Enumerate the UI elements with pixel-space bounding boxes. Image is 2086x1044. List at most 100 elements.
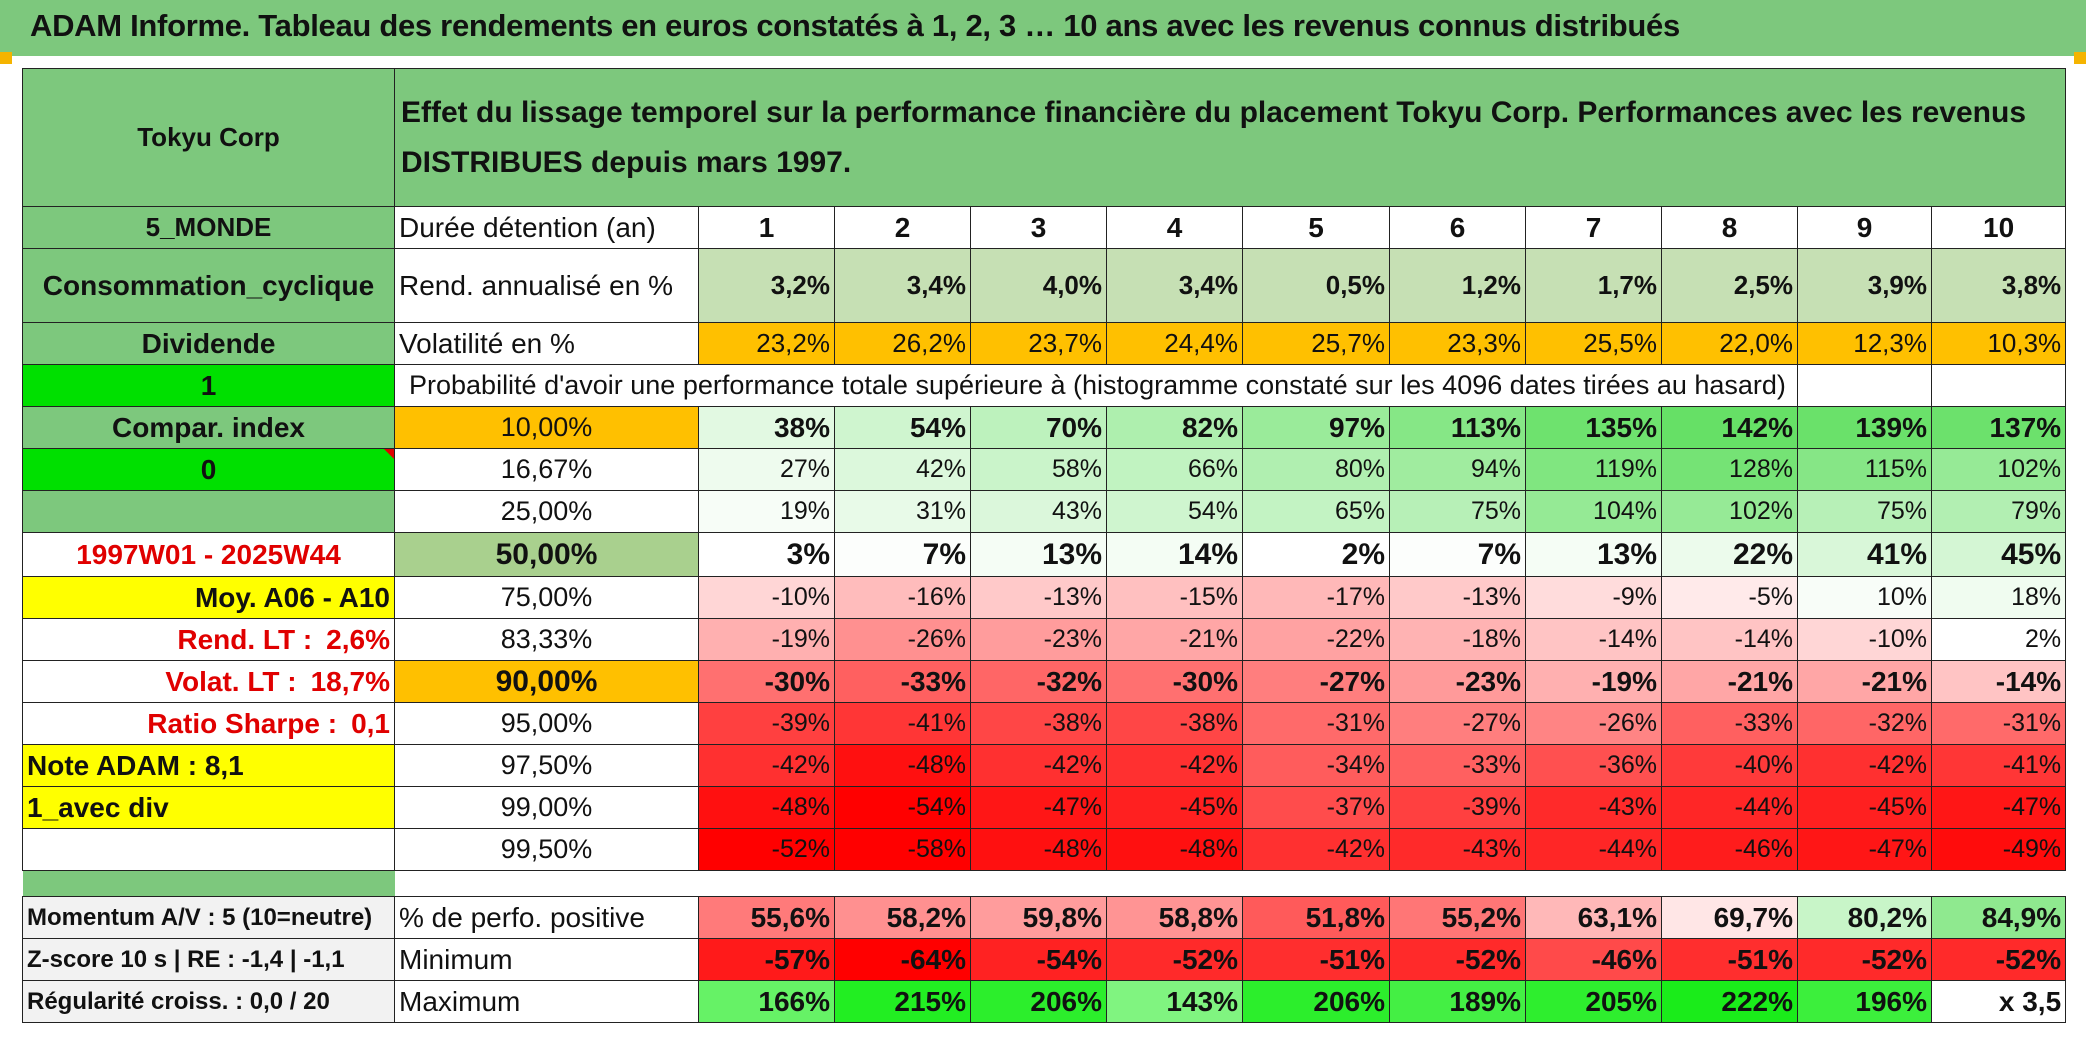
- quantile-value-cell: 137%: [1930, 406, 2067, 449]
- quantile-value-cell: 14%: [1106, 532, 1243, 577]
- quantile-value-cell: 2%: [1930, 618, 2067, 661]
- volat-cell: 12,3%: [1797, 322, 1932, 365]
- quantile-value-cell: 2%: [1242, 532, 1390, 577]
- volat-cell: 24,4%: [1106, 322, 1243, 365]
- volat-cell: 25,7%: [1242, 322, 1390, 365]
- maximum-cell: 166%: [698, 980, 835, 1023]
- quantile-value-cell: 113%: [1389, 406, 1526, 449]
- maximum-cell: 143%: [1106, 980, 1243, 1023]
- quantile-row: 25,00% 19% 31% 43% 54% 65% 75% 104% 102% 75% 79%: [22, 490, 2067, 533]
- quantile-value-cell: -14%: [1661, 618, 1798, 661]
- quantile-value-cell: 80%: [1242, 448, 1390, 491]
- minimum-cell: -52%: [1106, 938, 1243, 981]
- quantile-value-cell: 19%: [698, 490, 835, 533]
- rend-lt-cell-value: 2,6%: [326, 623, 390, 655]
- quantile-value-cell: 58%: [970, 448, 1107, 491]
- quantile-row: 1_avec div 99,00% -48% -54% -47% -45% -37% -39%…: [22, 786, 2067, 829]
- sharpe-cell-label: Ratio Sharpe :: [147, 707, 338, 739]
- quantile-value-cell: -44%: [1525, 828, 1662, 871]
- volat-cell: 26,2%: [834, 322, 971, 365]
- volat-cell: 22,0%: [1661, 322, 1798, 365]
- quantile-value-cell: -37%: [1242, 786, 1390, 829]
- quantile-row: Note ADAM : 8,1 97,50% -42% -48% -42% -42% -34…: [22, 744, 2067, 787]
- maximum-cell: 189%: [1389, 980, 1526, 1023]
- description-cell: Effet du lissage temporel sur la perform…: [393, 68, 2067, 207]
- quantile-value-cell: -27%: [1242, 660, 1390, 703]
- quantile-value-cell: -42%: [698, 744, 835, 787]
- quantile-value-cell: 128%: [1661, 448, 1798, 491]
- avec-div-cell: 1_avec div: [22, 786, 395, 829]
- quantile-value-cell: -48%: [970, 828, 1107, 871]
- quantile-value-cell: -10%: [698, 576, 835, 619]
- quantile-value-cell: -26%: [1525, 702, 1662, 745]
- quantile-value-cell: 22%: [1661, 532, 1798, 577]
- quantile-value-cell: -23%: [1389, 660, 1526, 703]
- empty-cell: [1797, 364, 1932, 407]
- year-cell: 8: [1661, 206, 1798, 249]
- quantile-value-cell: 13%: [1525, 532, 1662, 577]
- quantile-value-cell: -14%: [1525, 618, 1662, 661]
- quantile-value-cell: -49%: [1930, 828, 2067, 871]
- report-title-bar: ADAM Informe. Tableau des rendements en …: [0, 0, 2086, 58]
- quantile-value-cell: 38%: [698, 406, 835, 449]
- zscore-cell: Z-score 10 s | RE : -1,4 | -1,1: [22, 938, 395, 981]
- quantile-value-cell: 27%: [698, 448, 835, 491]
- quantile-value-cell: -48%: [834, 744, 971, 787]
- quantile-value-cell: -40%: [1661, 744, 1798, 787]
- quantile-value-cell: 102%: [1661, 490, 1798, 533]
- perfo_pos-row: Momentum A/V : 5 (10=neutre)% de perfo. …: [22, 896, 2067, 939]
- quantile-value-cell: -38%: [1106, 702, 1243, 745]
- quantile-value-cell: 31%: [834, 490, 971, 533]
- year-cell: 5: [1242, 206, 1390, 249]
- quantile-value-cell: -13%: [970, 576, 1107, 619]
- quantile-value-cell: -31%: [1242, 702, 1390, 745]
- quantile-value-cell: 75%: [1797, 490, 1932, 533]
- quantile-value-cell: 94%: [1389, 448, 1526, 491]
- quantile-value-cell: -45%: [1797, 786, 1932, 829]
- quantile-value-cell: -21%: [1106, 618, 1243, 661]
- empty-cell: [1930, 364, 2067, 407]
- quantile-value-cell: -5%: [1661, 576, 1798, 619]
- note-adam-cell: Note ADAM : 8,1: [22, 744, 395, 787]
- quantile-value-cell: -27%: [1389, 702, 1526, 745]
- quantile-value-cell: -41%: [1930, 744, 2067, 787]
- flag-0-cell: 0: [22, 448, 395, 491]
- quantile-value-cell: 54%: [1106, 490, 1243, 533]
- year-cell: 7: [1525, 206, 1662, 249]
- quantile-value-cell: -30%: [698, 660, 835, 703]
- rend-cell: 3,9%: [1797, 248, 1932, 323]
- quantile-value-cell: 65%: [1242, 490, 1390, 533]
- volat-lt-cell-label: Volat. LT :: [165, 665, 297, 697]
- quantile-value-cell: 139%: [1797, 406, 1932, 449]
- quantile-value-cell: -30%: [1106, 660, 1243, 703]
- rend-lt-cell-label: Rend. LT :: [177, 623, 313, 655]
- quantile-row: 0 16,67% 27% 42% 58% 66% 80% 94% 119% 128% 115% 102…: [22, 448, 2067, 491]
- quantile-value-cell: 3%: [698, 532, 835, 577]
- corner-marker-right: [2074, 52, 2086, 64]
- quantile-value-cell: -42%: [1106, 744, 1243, 787]
- spacer-cell: [394, 870, 2066, 897]
- empty-cell: [22, 828, 395, 871]
- quantile-value-cell: -22%: [1242, 618, 1390, 661]
- quantile-value-cell: 45%: [1930, 532, 2067, 577]
- quantile-value-cell: -43%: [1389, 828, 1526, 871]
- quantile-value-cell: 7%: [834, 532, 971, 577]
- quantile-value-cell: 42%: [834, 448, 971, 491]
- quantile-value-cell: -54%: [834, 786, 971, 829]
- sector-cell: Consommation_cyclique: [22, 248, 395, 323]
- minimum-cell: -54%: [970, 938, 1107, 981]
- quantile-row: Ratio Sharpe :0,1 95,00% -39% -41% -38% -38% -…: [22, 702, 2067, 745]
- quantile-value-cell: 43%: [970, 490, 1107, 533]
- rend-cell: 0,5%: [1242, 248, 1390, 323]
- spacer-green-cell: [22, 870, 395, 897]
- rend-cell: 3,4%: [834, 248, 971, 323]
- quantile-value-cell: 66%: [1106, 448, 1243, 491]
- year-cell: 6: [1389, 206, 1526, 249]
- quantile-row: Compar. index 10,00% 38% 54% 70% 82% 97% 113% 13…: [22, 406, 2067, 449]
- quantile-value-cell: -39%: [698, 702, 835, 745]
- duree-label: Durée détention (an): [394, 206, 699, 249]
- perfo_pos-cell: 63,1%: [1525, 896, 1662, 939]
- quantile-value-cell: -21%: [1797, 660, 1932, 703]
- quantile-row: Moy. A06 - A10 75,00% -10% -16% -13% -15% -17%…: [22, 576, 2067, 619]
- multiplier-cell: x 3,5: [1930, 980, 2067, 1023]
